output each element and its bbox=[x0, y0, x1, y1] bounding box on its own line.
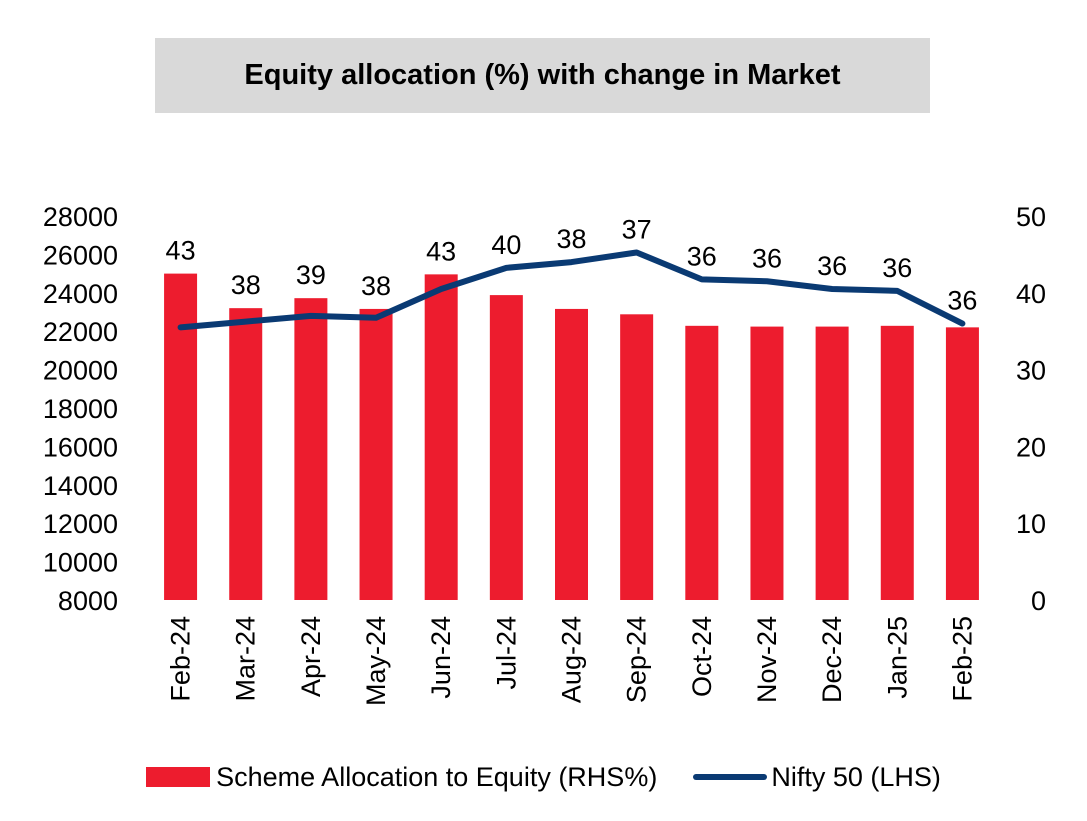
x-tick-label: Feb-24 bbox=[166, 616, 196, 702]
bar-Jan-25 bbox=[880, 325, 914, 600]
left-tick-label: 14000 bbox=[43, 471, 118, 501]
x-tick-label: Mar-24 bbox=[231, 616, 261, 702]
x-tick-label: Nov-24 bbox=[752, 616, 782, 703]
x-axis: Feb-24 Mar-24 Apr-24 May-24 Jun-24 Jul-24 Aug-… bbox=[166, 616, 978, 706]
bar-data-labels: 43 38 39 38 43 40 38 37 36 36 36 36 36 bbox=[166, 214, 978, 315]
bar-Jul-24 bbox=[489, 295, 523, 600]
x-tick-label: Apr-24 bbox=[296, 616, 326, 697]
bar-data-label: 36 bbox=[817, 251, 847, 281]
bar-series bbox=[164, 273, 979, 600]
x-tick-label: Jan-25 bbox=[882, 616, 912, 699]
chart-title-box: Equity allocation (%) with change in Mar… bbox=[155, 38, 930, 113]
bar-Dec-24 bbox=[815, 326, 849, 600]
x-tick-label: Oct-24 bbox=[687, 616, 717, 697]
bar-Jun-24 bbox=[424, 274, 458, 600]
left-tick-label: 28000 bbox=[43, 202, 118, 232]
left-tick-label: 20000 bbox=[43, 356, 118, 386]
chart-title: Equity allocation (%) with change in Mar… bbox=[244, 59, 841, 91]
right-tick-label: 10 bbox=[1016, 509, 1046, 539]
right-tick-label: 0 bbox=[1031, 586, 1046, 616]
bar-May-24 bbox=[359, 308, 393, 600]
bar-Oct-24 bbox=[685, 325, 719, 600]
bar-data-label: 38 bbox=[231, 270, 261, 300]
left-tick-label: 12000 bbox=[43, 509, 118, 539]
bar-data-label: 36 bbox=[947, 286, 977, 316]
left-tick-label: 16000 bbox=[43, 432, 118, 462]
left-tick-label: 26000 bbox=[43, 240, 118, 270]
bar-data-label: 38 bbox=[556, 224, 586, 254]
legend: Scheme Allocation to Equity (RHS%) Nifty… bbox=[0, 755, 1087, 799]
bar-data-label: 38 bbox=[361, 271, 391, 301]
bar-Aug-24 bbox=[555, 308, 588, 600]
right-tick-label: 20 bbox=[1016, 432, 1046, 462]
bar-data-label: 43 bbox=[426, 236, 456, 266]
x-tick-label: Feb-25 bbox=[947, 616, 977, 702]
legend-swatch-line bbox=[693, 774, 768, 780]
x-tick-label: Jun-24 bbox=[426, 616, 456, 699]
left-axis: 8000 10000 12000 14000 16000 18000 20000 22000 2… bbox=[43, 202, 118, 616]
legend-swatch-bar bbox=[146, 767, 211, 787]
x-tick-label: Sep-24 bbox=[622, 616, 652, 703]
x-tick-label: May-24 bbox=[361, 616, 391, 706]
bar-Nov-24 bbox=[750, 326, 784, 600]
nifty-line bbox=[177, 249, 966, 331]
right-tick-label: 50 bbox=[1016, 202, 1046, 232]
x-tick-label: Dec-24 bbox=[817, 616, 847, 703]
bar-Sep-24 bbox=[620, 314, 654, 600]
left-tick-label: 22000 bbox=[43, 317, 118, 347]
legend-label-equity: Scheme Allocation to Equity (RHS%) bbox=[216, 761, 658, 792]
bar-Mar-24 bbox=[229, 308, 263, 600]
left-tick-label: 24000 bbox=[43, 279, 118, 309]
combo-chart: 8000 10000 12000 14000 16000 18000 20000 22000 2… bbox=[43, 202, 1046, 706]
left-tick-label: 18000 bbox=[43, 394, 118, 424]
bar-Feb-25 bbox=[945, 327, 979, 600]
right-tick-label: 40 bbox=[1016, 279, 1046, 309]
legend-item-nifty: Nifty 50 (LHS) bbox=[693, 762, 941, 793]
bar-data-label: 40 bbox=[491, 230, 521, 260]
x-tick-label: Jul-24 bbox=[491, 616, 521, 690]
left-tick-label: 8000 bbox=[58, 586, 118, 616]
line-series bbox=[177, 249, 966, 331]
left-tick-label: 10000 bbox=[43, 548, 118, 578]
bar-data-label: 36 bbox=[882, 253, 912, 283]
right-tick-label: 30 bbox=[1016, 356, 1046, 386]
bar-data-label: 43 bbox=[166, 236, 196, 266]
legend-item-equity: Scheme Allocation to Equity (RHS%) bbox=[146, 762, 657, 793]
bar-data-label: 39 bbox=[296, 260, 326, 290]
right-axis: 0 10 20 30 40 50 bbox=[1016, 202, 1046, 616]
x-tick-label: Aug-24 bbox=[557, 616, 587, 703]
bar-data-label: 36 bbox=[687, 241, 717, 271]
bar-Apr-24 bbox=[294, 298, 328, 600]
bar-data-label: 37 bbox=[622, 214, 652, 244]
legend-label-nifty: Nifty 50 (LHS) bbox=[771, 761, 941, 792]
bar-data-label: 36 bbox=[752, 243, 782, 273]
bar-Feb-24 bbox=[164, 273, 198, 600]
